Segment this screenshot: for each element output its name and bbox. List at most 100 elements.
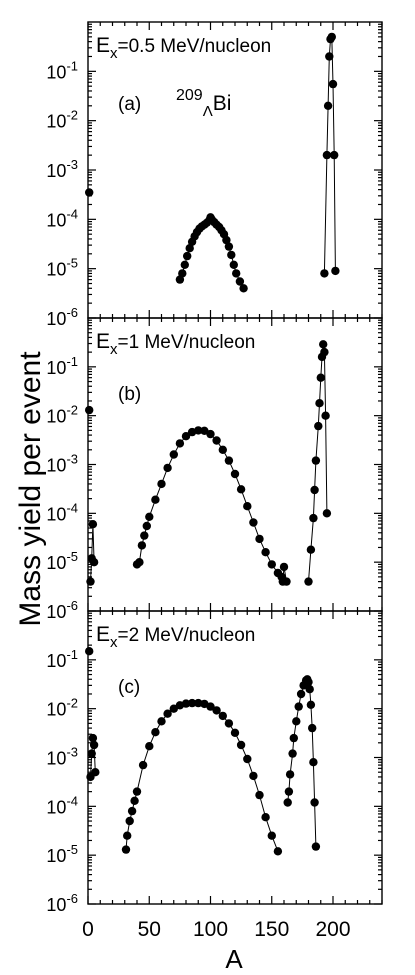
panel-a: 10-1 10-2 10-3 10-4 10-5 10-6 Ex=0.5 MeV/nucle… bbox=[46, 21, 383, 329]
data-point bbox=[175, 439, 185, 448]
data-point bbox=[236, 740, 246, 750]
data-point bbox=[151, 728, 160, 737]
data-point bbox=[267, 831, 276, 840]
data-point bbox=[185, 244, 194, 253]
data-point bbox=[194, 698, 203, 708]
panel-frame bbox=[87, 317, 383, 612]
y-tick-label: 10-3 bbox=[46, 452, 78, 476]
data-point bbox=[181, 699, 191, 708]
y-axis-title: Mass yield per event bbox=[14, 351, 47, 627]
x-tick-label: 100 bbox=[193, 918, 228, 941]
data-point bbox=[308, 723, 317, 733]
y-tick-label: 10-1 bbox=[46, 58, 78, 82]
data-point bbox=[224, 456, 234, 465]
data-point bbox=[181, 432, 191, 441]
y-tick-label: 10-6 bbox=[46, 305, 78, 329]
data-point bbox=[86, 577, 95, 586]
data-point bbox=[279, 562, 289, 572]
data-point bbox=[304, 577, 313, 586]
data-point bbox=[227, 250, 236, 260]
panels-group: 10-1 10-2 10-3 10-4 10-5 10-6 Ex=0.5 MeV/nucle… bbox=[46, 21, 383, 915]
data-point bbox=[187, 698, 197, 708]
data-point bbox=[224, 719, 234, 728]
data-point bbox=[85, 405, 94, 415]
data-point bbox=[289, 733, 298, 743]
data-point bbox=[178, 269, 187, 278]
data-point bbox=[239, 284, 248, 293]
data-point bbox=[145, 512, 154, 521]
x-tick-label: 150 bbox=[254, 918, 289, 941]
x-axis-title: A bbox=[225, 944, 243, 974]
panel-frame bbox=[87, 610, 383, 905]
data-point bbox=[163, 463, 172, 473]
data-point bbox=[89, 558, 99, 567]
data-point bbox=[121, 845, 131, 854]
data-point bbox=[88, 733, 98, 743]
data-point bbox=[319, 340, 328, 349]
data-point bbox=[230, 469, 240, 479]
data-point bbox=[255, 790, 264, 800]
y-tick-label: 10-5 bbox=[46, 549, 78, 573]
y-tick-label: 10-2 bbox=[46, 108, 78, 132]
data-point bbox=[169, 450, 178, 459]
series-line bbox=[90, 524, 95, 582]
data-point bbox=[261, 548, 270, 557]
data-point bbox=[255, 534, 264, 544]
data-point bbox=[330, 150, 339, 160]
data-point bbox=[267, 560, 276, 569]
data-point bbox=[288, 749, 297, 758]
panel-c: 10-1 10-2 10-3 10-4 10-5 10-6 Ex=2 MeV/nucleon… bbox=[46, 610, 383, 915]
data-point bbox=[135, 558, 144, 567]
data-point bbox=[132, 787, 142, 796]
data-point bbox=[218, 711, 227, 721]
data-point bbox=[284, 787, 294, 796]
data-point bbox=[229, 260, 238, 269]
data-point bbox=[206, 702, 215, 711]
y-tick-label: 10-3 bbox=[46, 745, 78, 769]
data-point bbox=[331, 266, 340, 276]
series-line bbox=[136, 429, 282, 578]
data-point bbox=[145, 742, 154, 751]
data-point bbox=[296, 689, 306, 699]
data-point bbox=[127, 806, 137, 816]
data-point bbox=[328, 79, 338, 89]
data-point bbox=[305, 685, 314, 694]
data-point bbox=[130, 796, 139, 805]
data-point bbox=[138, 760, 148, 770]
data-point bbox=[236, 485, 246, 494]
data-point bbox=[142, 521, 151, 531]
data-point bbox=[183, 251, 192, 261]
panel-label: (b) bbox=[118, 384, 141, 405]
data-point bbox=[316, 373, 325, 382]
data-point bbox=[310, 485, 319, 495]
data-point bbox=[157, 479, 166, 489]
data-point bbox=[309, 513, 318, 523]
y-tick-label: 10-3 bbox=[46, 157, 78, 181]
data-point bbox=[218, 445, 227, 454]
data-point bbox=[85, 647, 94, 656]
y-tick-label: 10-4 bbox=[46, 500, 78, 524]
y-tick-label: 10-4 bbox=[46, 206, 78, 230]
data-point bbox=[327, 32, 336, 42]
y-tick-label: 10-5 bbox=[46, 842, 78, 866]
y-tick-label: 10-6 bbox=[46, 891, 78, 915]
data-point bbox=[125, 816, 134, 826]
data-point bbox=[261, 813, 270, 822]
data-point bbox=[212, 706, 221, 715]
data-point bbox=[222, 235, 231, 245]
panel-label: (a) bbox=[118, 94, 141, 115]
data-point bbox=[314, 421, 323, 431]
data-point bbox=[169, 704, 178, 713]
data-point bbox=[230, 728, 240, 737]
x-tick-label: 50 bbox=[138, 918, 161, 941]
data-point bbox=[315, 399, 324, 408]
data-point bbox=[309, 758, 318, 767]
data-point bbox=[321, 411, 330, 420]
data-point bbox=[285, 770, 295, 779]
x-tick-label: 200 bbox=[315, 918, 350, 941]
data-point bbox=[212, 436, 221, 445]
data-point bbox=[137, 541, 147, 550]
data-point bbox=[320, 269, 329, 278]
data-point bbox=[311, 842, 321, 851]
